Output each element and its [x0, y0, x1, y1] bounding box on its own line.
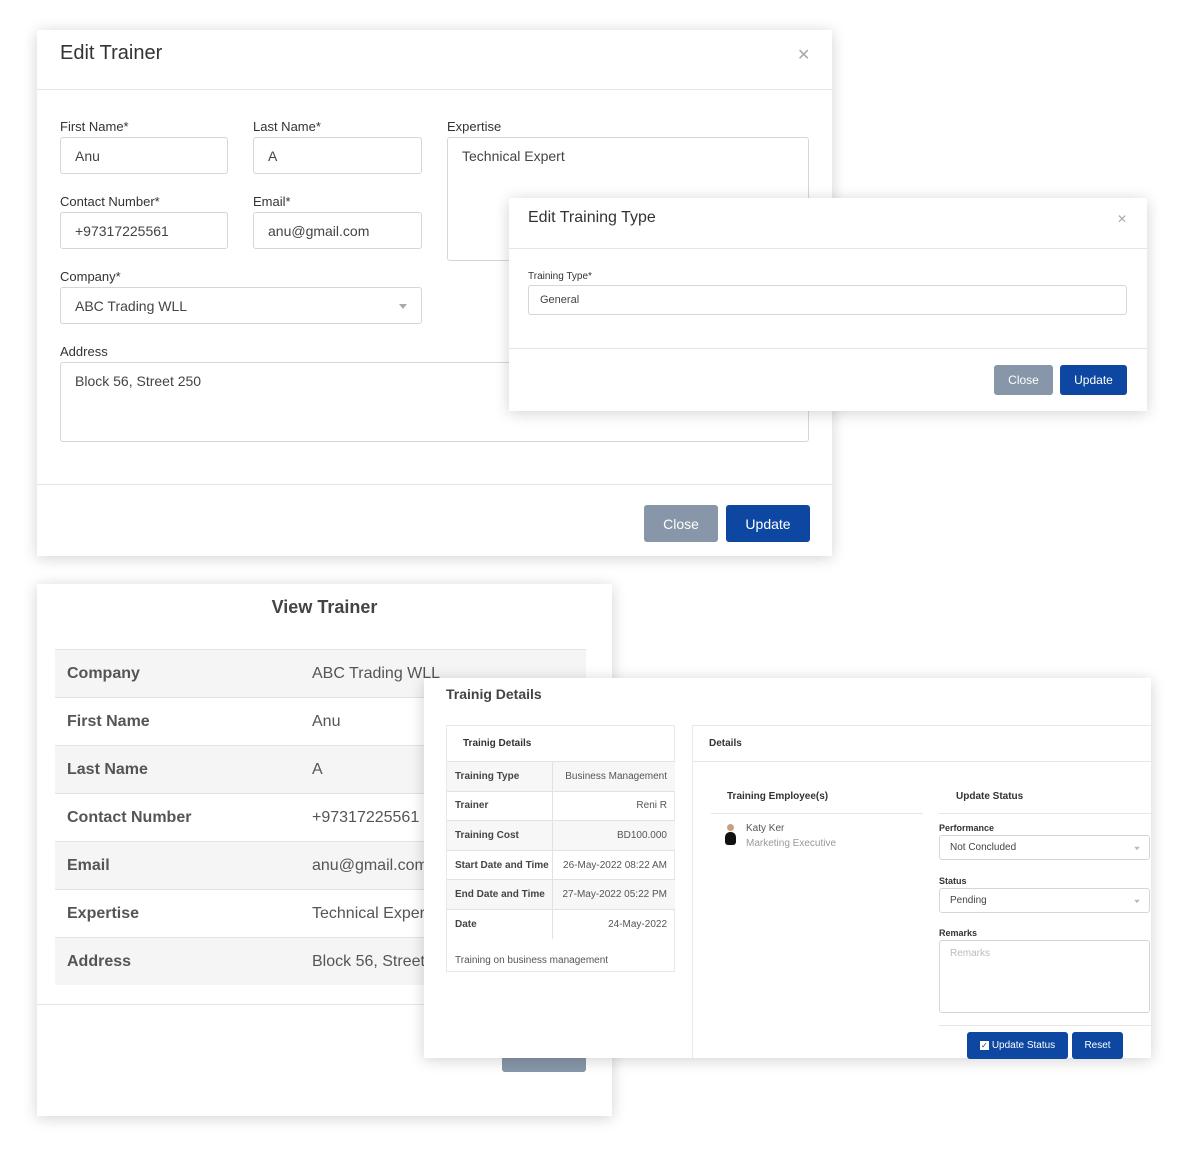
table-row: End Date and Time 27-May-2022 05:22 PM: [447, 879, 675, 909]
row-value: Anu: [312, 712, 341, 730]
employee-avatar: [723, 824, 737, 846]
training-description: Training on business management: [455, 955, 609, 966]
update-button[interactable]: Update: [726, 505, 810, 542]
table-row: Training Cost BD100.000: [447, 820, 675, 850]
row-value: ABC Trading WLL: [312, 664, 441, 682]
table-row: Start Date and Time 26-May-2022 08:22 AM: [447, 849, 675, 880]
table-row: First Name Anu: [55, 697, 586, 745]
remarks-label: Remarks: [939, 928, 978, 938]
table-row: Training Type Business Management: [447, 761, 675, 791]
close-button[interactable]: Close: [644, 505, 718, 542]
close-icon[interactable]: ✕: [1117, 212, 1128, 226]
training-type-label: Training Type*: [528, 271, 592, 282]
last-name-label: Last Name*: [253, 119, 321, 134]
company-value: ABC Trading WLL: [75, 297, 188, 314]
employee-role: Marketing Executive: [746, 838, 837, 849]
employee-name: Katy Ker: [746, 823, 785, 834]
row-label: Email: [67, 856, 110, 874]
update-status-title: Update Status: [956, 791, 1024, 802]
table-row: Contact Number +97317225561: [55, 793, 586, 841]
divider: [37, 1004, 612, 1005]
contact-label: Contact Number*: [60, 194, 160, 209]
modal-title: Edit Trainer: [60, 42, 163, 64]
training-info-card: Trainig Details Training Type Business Ma…: [446, 725, 675, 972]
row-label: Training Cost: [455, 829, 519, 841]
modal-title: Edit Training Type: [528, 209, 656, 226]
email-input[interactable]: anu@gmail.com: [253, 212, 422, 249]
close-button[interactable]: Close: [994, 365, 1053, 395]
address-label: Address: [60, 344, 108, 359]
row-label: Trainer: [455, 800, 489, 812]
contact-input[interactable]: +97317225561: [60, 212, 228, 249]
status-value: Pending: [950, 895, 987, 906]
edit-training-type-modal: Edit Training Type ✕ Training Type* Gene…: [509, 198, 1147, 411]
divider: [939, 1025, 1152, 1026]
details-card: Details Training Employee(s) Katy Ker Ma…: [692, 725, 1152, 1059]
divider: [939, 813, 1152, 814]
divider: [37, 89, 832, 90]
training-details-panel: Trainig Details Trainig Details Training…: [424, 678, 1152, 1059]
row-value: anu@gmail.com: [312, 856, 428, 874]
chevron-down-icon: [1134, 899, 1140, 903]
remarks-textarea[interactable]: Remarks: [939, 940, 1150, 1013]
modal-title: View Trainer: [271, 597, 378, 617]
row-value: Business Management: [565, 770, 667, 782]
row-label: First Name: [67, 712, 150, 730]
row-value: +97317225561: [312, 808, 420, 826]
divider: [693, 761, 1152, 762]
status-select[interactable]: Pending: [939, 888, 1150, 913]
row-label: Contact Number: [67, 808, 192, 826]
performance-value: Not Concluded: [950, 842, 1017, 853]
checkbox-icon: ✓: [979, 1041, 989, 1050]
email-label: Email*: [253, 194, 291, 209]
divider: [37, 484, 832, 485]
table-row: Expertise Technical Expert: [55, 889, 586, 937]
row-label: Start Date and Time: [455, 859, 549, 871]
row-label: Training Type: [455, 770, 520, 782]
update-status-button[interactable]: ✓ Update Status: [967, 1032, 1068, 1059]
table-row: Trainer Reni R: [447, 790, 675, 821]
row-label: Expertise: [67, 904, 140, 922]
row-value: 24-May-2022: [608, 918, 667, 930]
training-type-input[interactable]: General: [528, 285, 1127, 315]
close-icon[interactable]: ✕: [797, 47, 811, 64]
card-title: Details: [709, 738, 742, 749]
update-button[interactable]: Update: [1060, 365, 1127, 395]
performance-label: Performance: [939, 823, 995, 833]
row-label: Address: [67, 952, 132, 970]
row-label: End Date and Time: [455, 889, 545, 901]
employees-title: Training Employee(s): [727, 791, 829, 802]
company-label: Company*: [60, 269, 121, 284]
panel-title: Trainig Details: [446, 686, 542, 702]
row-value: A: [312, 760, 323, 778]
row-value: Reni R: [636, 800, 667, 812]
row-label: Company: [67, 664, 140, 682]
row-value: 26-May-2022 08:22 AM: [563, 859, 667, 871]
update-status-label: Update Status: [991, 1040, 1056, 1051]
row-label: Last Name: [67, 760, 148, 778]
last-name-input[interactable]: A: [253, 137, 422, 174]
divider: [711, 813, 923, 814]
first-name-input[interactable]: Anu: [60, 137, 228, 174]
row-value: Technical Expert: [312, 904, 430, 922]
divider: [509, 348, 1147, 349]
row-label: Date: [455, 918, 477, 930]
chevron-down-icon: [1134, 846, 1140, 850]
company-select[interactable]: ABC Trading WLL: [60, 287, 422, 324]
expertise-label: Expertise: [447, 119, 502, 134]
status-label: Status: [939, 876, 967, 886]
divider: [509, 248, 1147, 249]
card-title: Trainig Details: [463, 738, 532, 749]
row-value: Block 56, Street 250: [312, 952, 457, 970]
reset-button[interactable]: Reset: [1072, 1032, 1123, 1059]
row-value: BD100.000: [616, 829, 667, 841]
performance-select[interactable]: Not Concluded: [939, 835, 1150, 860]
first-name-label: First Name*: [60, 119, 129, 134]
row-value: 27-May-2022 05:22 PM: [562, 889, 667, 901]
table-row: Date 24-May-2022: [447, 909, 675, 939]
chevron-down-icon: [399, 303, 407, 309]
